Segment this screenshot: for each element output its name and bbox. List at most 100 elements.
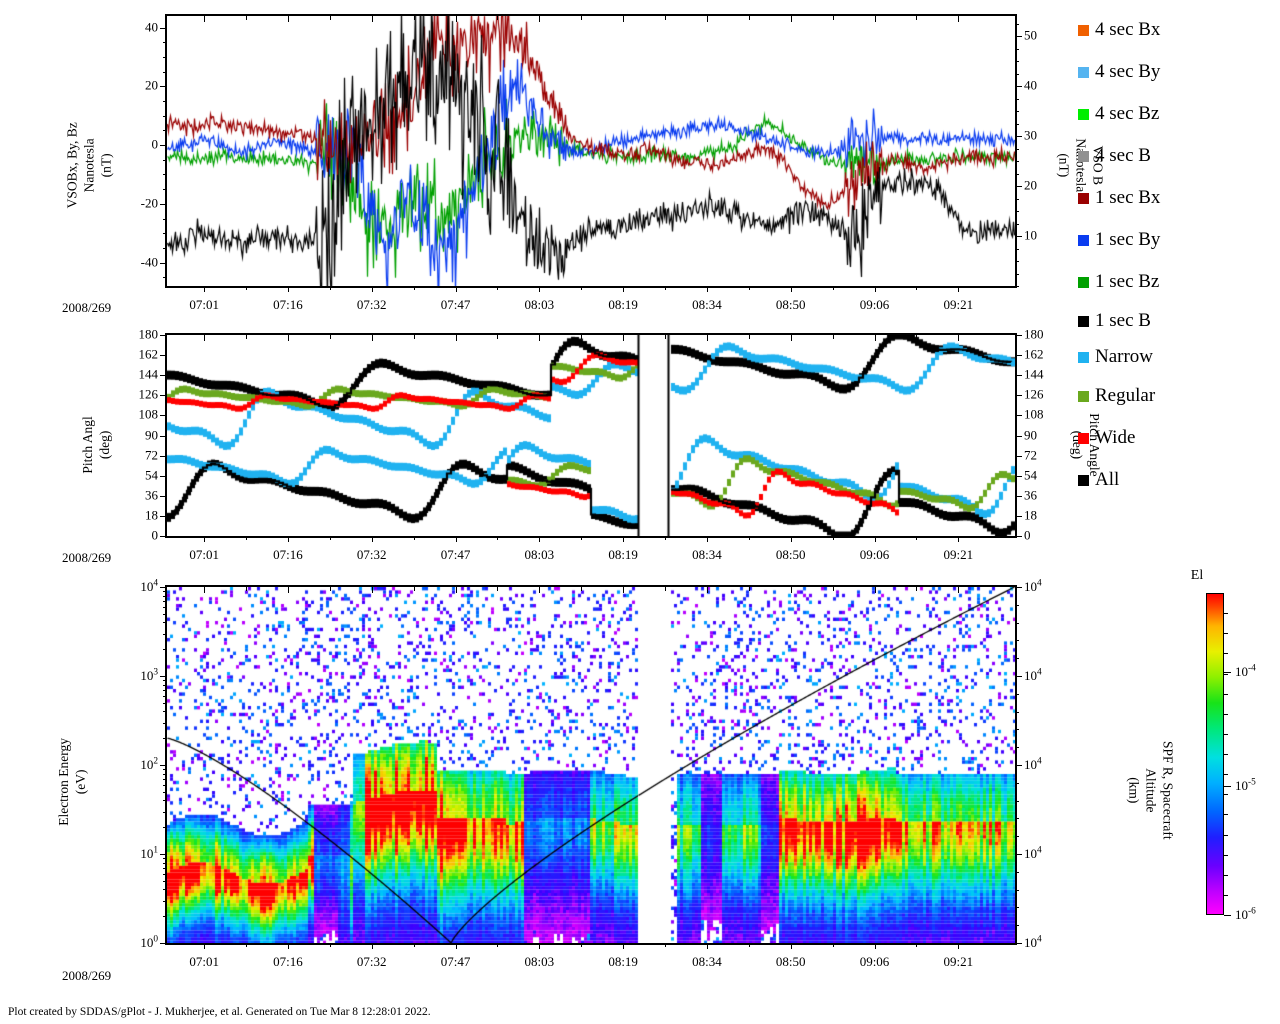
axis-tick-label: -40 [140, 254, 158, 270]
legend-item-4-sec-bx[interactable]: 4 sec Bx [1078, 8, 1278, 50]
axis-tick [539, 536, 541, 542]
axis-minor-tick [581, 335, 583, 339]
axis-minor-tick [163, 649, 167, 651]
axis-minor-tick [497, 587, 499, 591]
colorbar-minor-tick [1224, 653, 1228, 655]
axis-minor-tick [163, 189, 167, 191]
axis-minor-tick [163, 711, 167, 713]
axis-tick-label: 07:01 [189, 547, 219, 562]
axis-tick-label: 07:47 [440, 954, 471, 969]
legend-item-regular[interactable]: Regular [1078, 374, 1278, 416]
axis-minor-tick [1015, 729, 1019, 731]
axis-title-line: Nanotesla [81, 138, 97, 193]
axis-minor-tick [329, 536, 331, 540]
colorbar-minor-tick [1224, 774, 1228, 776]
legend-item-all[interactable]: All [1078, 458, 1278, 500]
spectrogram-canvas [167, 587, 1015, 943]
axis-tick-label: 72 [145, 447, 158, 463]
axis-tick-label: 104 [1024, 934, 1042, 950]
legend-item-1-sec-by[interactable]: 1 sec By [1078, 218, 1278, 260]
axis-title-line: VSOBx, By, Bz [64, 122, 80, 209]
axis-tick-label: 08:03 [524, 954, 555, 969]
pitch-left-axis-title: Pitch Angl (deg) [80, 375, 114, 515]
legend-item-4-sec-by[interactable]: 4 sec By [1078, 50, 1278, 92]
legend-item-4-sec-b[interactable]: 4 sec B [1078, 134, 1278, 176]
axis-minor-tick [1015, 61, 1019, 62]
axis-title-line: (nT) [98, 153, 114, 178]
axis-minor-tick [163, 71, 167, 73]
axis-minor-tick [163, 115, 167, 117]
axis-tick [204, 536, 206, 542]
axis-tick-label: 07:32 [356, 547, 387, 562]
axis-tick-label: 07:47 [440, 297, 471, 312]
axis-tick [160, 676, 167, 677]
axis-tick-label: 180 [138, 326, 159, 342]
axis-minor-tick [163, 791, 167, 793]
legend-item-4-sec-bz[interactable]: 4 sec Bz [1078, 92, 1278, 134]
axis-minor-tick [665, 943, 667, 947]
axis-tick [790, 286, 792, 292]
axis-tick [287, 335, 289, 341]
axis-tick [623, 335, 625, 341]
axis-tick [371, 587, 373, 593]
axis-minor-tick [163, 595, 167, 597]
axis-title-line: Electron Energy [56, 737, 72, 826]
axis-minor-tick [246, 943, 248, 947]
spectrogram-left-axis-title: Electron Energy (eV) [56, 687, 90, 877]
axis-minor-tick [1015, 98, 1019, 100]
axis-tick-label: 08:50 [775, 954, 806, 969]
axis-tick-label: 10 [1024, 227, 1037, 243]
axis-tick-label: 104 [1024, 845, 1042, 861]
axis-tick [790, 943, 792, 949]
axis-tick [455, 587, 457, 593]
axis-tick-label: 180 [1024, 326, 1044, 342]
axis-minor-tick [163, 600, 167, 602]
legend-item-1-sec-bx[interactable]: 1 sec Bx [1078, 176, 1278, 218]
axis-minor-tick [832, 587, 834, 591]
legend-item-1-sec-bz[interactable]: 1 sec Bz [1078, 260, 1278, 302]
legend-swatch-icon [1078, 150, 1089, 162]
axis-tick-label: 20 [145, 78, 158, 94]
legend-item-wide[interactable]: Wide [1078, 416, 1278, 458]
axis-minor-tick [1015, 223, 1019, 225]
spectrogram-panel: 100 101 102 103 104 104 104 104 104 104 07:01 07:16… [140, 579, 1041, 969]
axis-minor-tick [748, 286, 750, 290]
colorbar-gradient [1206, 593, 1224, 915]
axis-tick-label: 08:03 [524, 547, 555, 562]
axis-tick-label: 30 [1024, 127, 1037, 143]
axis-tick-label: 144 [138, 366, 159, 382]
axis-minor-tick [1015, 889, 1019, 891]
colorbar-minor-tick [1224, 633, 1228, 635]
axis-minor-tick [832, 286, 834, 290]
axis-minor-tick [163, 702, 167, 704]
legend-item-1-sec-b[interactable]: 1 sec B [1078, 302, 1278, 338]
magnetic-field-panel: -40 -20 0 20 40 10 20 30 40 50 07:01 07:16 07:32 07:4… [141, 14, 1037, 312]
axis-tick-label: 07:16 [273, 954, 303, 969]
axis-tick [1015, 395, 1022, 397]
axis-tick [160, 854, 167, 855]
axis-tick [874, 536, 876, 542]
legend-item-narrow[interactable]: Narrow [1078, 338, 1278, 374]
axis-tick [874, 16, 876, 22]
axis-minor-tick [581, 587, 583, 591]
axis-minor-tick [163, 42, 167, 44]
axis-tick [160, 262, 167, 264]
axis-minor-tick [246, 16, 248, 20]
colorbar-tick [1224, 671, 1231, 673]
axis-tick [1015, 435, 1022, 437]
axis-tick [1015, 186, 1022, 187]
axis-tick [160, 765, 167, 766]
legend-swatch-icon [1078, 108, 1089, 120]
axis-tick [1015, 86, 1022, 87]
axis-tick [455, 16, 457, 22]
axis-tick-label: 90 [1024, 427, 1037, 443]
axis-minor-tick [413, 587, 415, 591]
axis-tick-label: 126 [138, 386, 159, 402]
axis-tick-label: 102 [140, 756, 158, 772]
legend-label: 4 sec B [1095, 144, 1151, 166]
axis-tick-label: 162 [138, 346, 159, 362]
axis-minor-tick [163, 827, 167, 829]
axis-tick-label: 08:19 [608, 547, 638, 562]
legend-swatch-icon [1078, 276, 1089, 288]
axis-minor-tick [1015, 871, 1019, 873]
